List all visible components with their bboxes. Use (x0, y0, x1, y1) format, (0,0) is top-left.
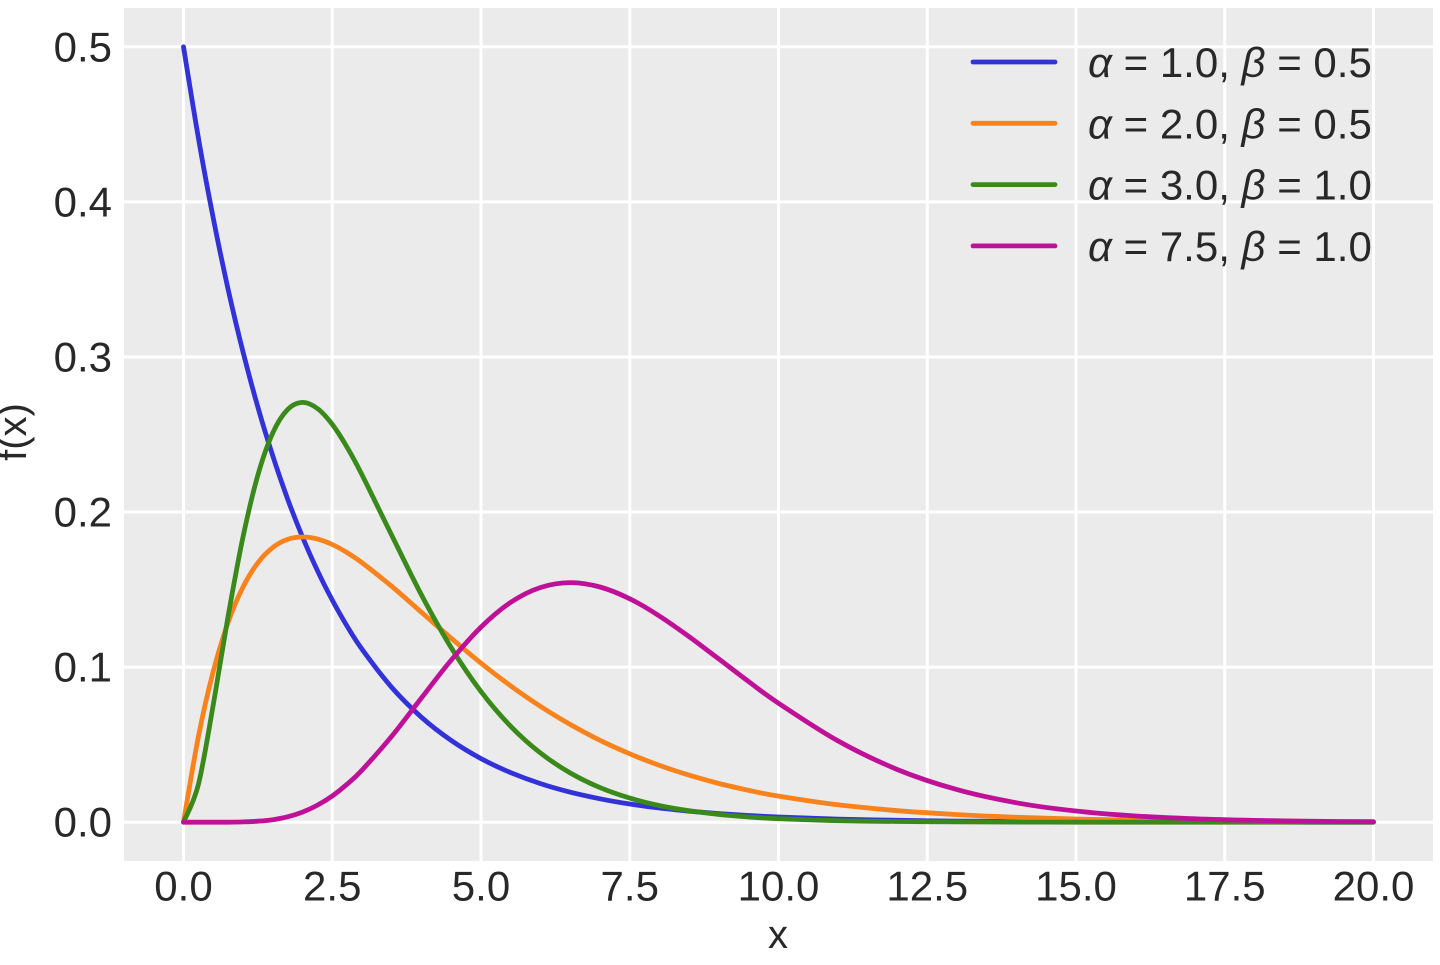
series-line (181, 580, 1376, 825)
legend-label: α = 3.0, β = 1.0 (1088, 161, 1372, 208)
x-tick-label: 12.5 (886, 863, 968, 910)
y-tick-label: 0.2 (54, 489, 112, 536)
series-lines (181, 44, 1376, 825)
y-tick-label: 0.1 (54, 644, 112, 691)
legend: α = 1.0, β = 0.5 α = 2.0, β = 0.5 α = 3.0,… (970, 39, 1372, 269)
x-tick-label: 5.0 (452, 863, 510, 910)
series-line (181, 534, 1376, 825)
x-tick-label: 7.5 (601, 863, 659, 910)
series-line (181, 400, 1376, 825)
x-tick-label: 20.0 (1333, 863, 1415, 910)
x-tick-label: 0.0 (154, 863, 212, 910)
x-tick-label: 2.5 (303, 863, 361, 910)
y-tick-label: 0.4 (54, 178, 112, 225)
legend-label: α = 7.5, β = 1.0 (1088, 222, 1372, 269)
legend-label: α = 2.0, β = 0.5 (1088, 100, 1372, 147)
y-axis-label: f(x) (0, 403, 35, 461)
x-axis-label: x (768, 913, 788, 957)
y-tick-labels: 0.0 0.1 0.2 0.3 0.4 0.5 (54, 23, 112, 845)
x-tick-label: 17.5 (1184, 863, 1266, 910)
y-tick-label: 0.5 (54, 23, 112, 70)
y-tick-label: 0.0 (54, 799, 112, 846)
x-tick-label: 15.0 (1035, 863, 1117, 910)
x-tick-labels: 0.0 2.5 5.0 7.5 10.0 12.5 15.0 17.5 20.0 (154, 863, 1414, 910)
y-tick-label: 0.3 (54, 333, 112, 380)
x-tick-label: 10.0 (738, 863, 820, 910)
legend-label: α = 1.0, β = 0.5 (1088, 39, 1372, 86)
